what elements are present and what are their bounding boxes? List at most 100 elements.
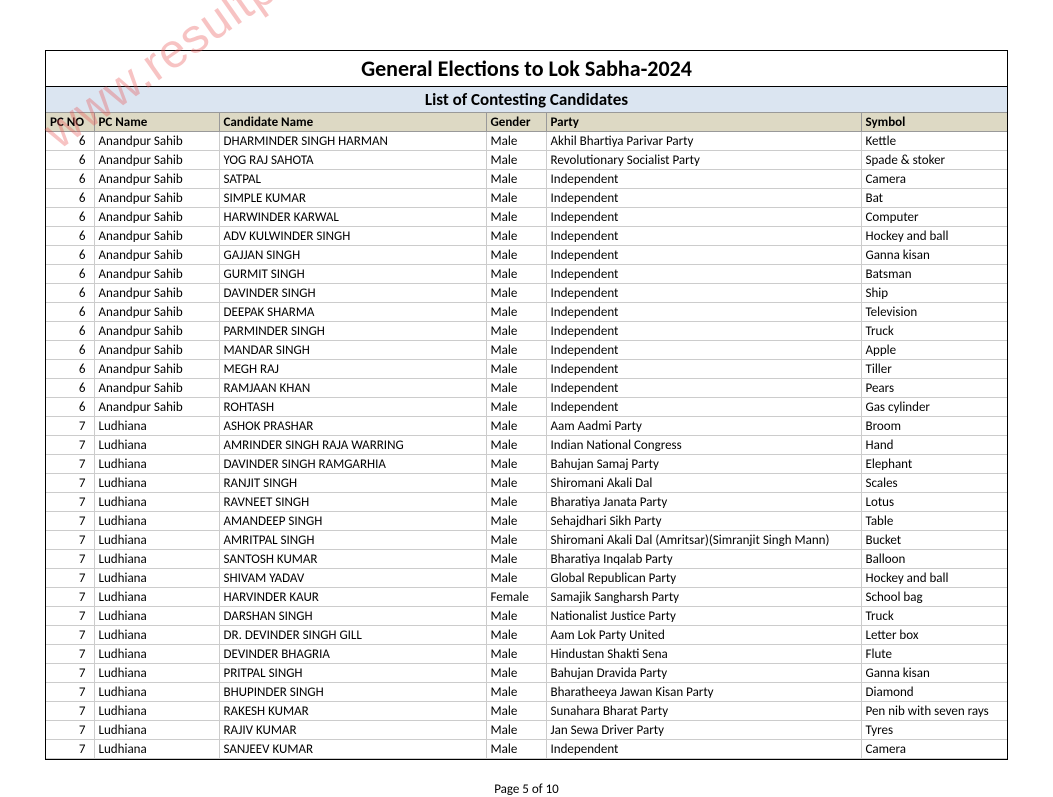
table-cell: Independent [546, 322, 861, 341]
table-cell: Male [486, 303, 546, 322]
table-cell: Male [486, 417, 546, 436]
table-cell: Male [486, 664, 546, 683]
table-cell: 7 [46, 474, 94, 493]
table-cell: Bharatiya Janata Party [546, 493, 861, 512]
table-row: 7LudhianaAMRITPAL SINGHMaleShiromani Aka… [46, 531, 1007, 550]
table-cell: Ludhiana [94, 417, 219, 436]
table-cell: Akhil Bhartiya Parivar Party [546, 132, 861, 151]
table-cell: Truck [861, 607, 1007, 626]
table-cell: Male [486, 284, 546, 303]
table-cell: Anandpur Sahib [94, 151, 219, 170]
table-cell: Jan Sewa Driver Party [546, 721, 861, 740]
table-cell: Independent [546, 303, 861, 322]
table-cell: Anandpur Sahib [94, 246, 219, 265]
table-cell: DAVINDER SINGH [219, 284, 486, 303]
table-cell: Male [486, 626, 546, 645]
table-cell: Ludhiana [94, 607, 219, 626]
table-cell: 6 [46, 341, 94, 360]
table-cell: RAKESH KUMAR [219, 702, 486, 721]
table-cell: Apple [861, 341, 1007, 360]
table-cell: Ludhiana [94, 588, 219, 607]
table-cell: Bahujan Dravida Party [546, 664, 861, 683]
table-cell: ROHTASH [219, 398, 486, 417]
table-cell: Anandpur Sahib [94, 360, 219, 379]
table-cell: Ganna kisan [861, 246, 1007, 265]
table-cell: Independent [546, 379, 861, 398]
table-cell: 6 [46, 208, 94, 227]
table-cell: 7 [46, 683, 94, 702]
table-cell: Independent [546, 360, 861, 379]
table-cell: 7 [46, 455, 94, 474]
table-cell: ADV KULWINDER SINGH [219, 227, 486, 246]
table-cell: RAVNEET SINGH [219, 493, 486, 512]
table-cell: SHIVAM YADAV [219, 569, 486, 588]
table-cell: Ludhiana [94, 626, 219, 645]
table-cell: Male [486, 132, 546, 151]
table-cell: Ludhiana [94, 664, 219, 683]
page-footer: Page 5 of 10 [45, 782, 1008, 797]
table-cell: 7 [46, 645, 94, 664]
table-cell: Anandpur Sahib [94, 303, 219, 322]
table-cell: Ludhiana [94, 550, 219, 569]
table-cell: Independent [546, 398, 861, 417]
table-cell: ASHOK PRASHAR [219, 417, 486, 436]
table-cell: Male [486, 189, 546, 208]
table-cell: Male [486, 170, 546, 189]
table-cell: RAMJAAN KHAN [219, 379, 486, 398]
table-row: 6Anandpur SahibPARMINDER SINGHMaleIndepe… [46, 322, 1007, 341]
table-cell: Television [861, 303, 1007, 322]
table-cell: Flute [861, 645, 1007, 664]
table-cell: Ludhiana [94, 474, 219, 493]
table-cell: Male [486, 721, 546, 740]
col-header-pcno: PC NO [46, 113, 94, 132]
table-cell: Male [486, 702, 546, 721]
table-row: 7LudhianaSANTOSH KUMARMaleBharatiya Inqa… [46, 550, 1007, 569]
table-row: 6Anandpur SahibSIMPLE KUMARMaleIndepende… [46, 189, 1007, 208]
table-cell: Camera [861, 740, 1007, 759]
table-cell: 6 [46, 322, 94, 341]
table-cell: Male [486, 740, 546, 759]
table-cell: Independent [546, 284, 861, 303]
table-cell: Broom [861, 417, 1007, 436]
table-cell: DR. DEVINDER SINGH GILL [219, 626, 486, 645]
table-cell: Ludhiana [94, 512, 219, 531]
table-row: 6Anandpur SahibRAMJAAN KHANMaleIndepende… [46, 379, 1007, 398]
table-cell: Ludhiana [94, 569, 219, 588]
table-cell: 6 [46, 170, 94, 189]
table-row: 6Anandpur SahibDHARMINDER SINGH HARMANMa… [46, 132, 1007, 151]
table-cell: Tyres [861, 721, 1007, 740]
table-cell: Ganna kisan [861, 664, 1007, 683]
table-row: 7LudhianaAMRINDER SINGH RAJA WARRINGMale… [46, 436, 1007, 455]
table-cell: Ludhiana [94, 531, 219, 550]
table-row: 6Anandpur SahibDEEPAK SHARMAMaleIndepend… [46, 303, 1007, 322]
table-cell: Lotus [861, 493, 1007, 512]
table-cell: 6 [46, 303, 94, 322]
table-cell: DAVINDER SINGH RAMGARHIA [219, 455, 486, 474]
table-cell: Male [486, 683, 546, 702]
table-row: 7LudhianaHARVINDER KAURFemaleSamajik San… [46, 588, 1007, 607]
table-cell: DEVINDER BHAGRIA [219, 645, 486, 664]
table-cell: Table [861, 512, 1007, 531]
table-cell: Bat [861, 189, 1007, 208]
table-cell: 7 [46, 493, 94, 512]
table-cell: Spade & stoker [861, 151, 1007, 170]
table-cell: Hindustan Shakti Sena [546, 645, 861, 664]
table-cell: MANDAR SINGH [219, 341, 486, 360]
col-header-party: Party [546, 113, 861, 132]
table-cell: Ludhiana [94, 721, 219, 740]
table-row: 6Anandpur SahibADV KULWINDER SINGHMaleIn… [46, 227, 1007, 246]
table-cell: Anandpur Sahib [94, 322, 219, 341]
table-cell: Female [486, 588, 546, 607]
table-cell: AMRINDER SINGH RAJA WARRING [219, 436, 486, 455]
table-cell: Male [486, 151, 546, 170]
table-cell: Nationalist Justice Party [546, 607, 861, 626]
table-cell: 7 [46, 588, 94, 607]
table-cell: SIMPLE KUMAR [219, 189, 486, 208]
table-cell: Revolutionary Socialist Party [546, 151, 861, 170]
table-cell: Bucket [861, 531, 1007, 550]
table-cell: Male [486, 645, 546, 664]
table-cell: Ludhiana [94, 740, 219, 759]
table-cell: AMRITPAL SINGH [219, 531, 486, 550]
table-row: 7LudhianaDAVINDER SINGH RAMGARHIAMaleBah… [46, 455, 1007, 474]
table-cell: Hockey and ball [861, 569, 1007, 588]
